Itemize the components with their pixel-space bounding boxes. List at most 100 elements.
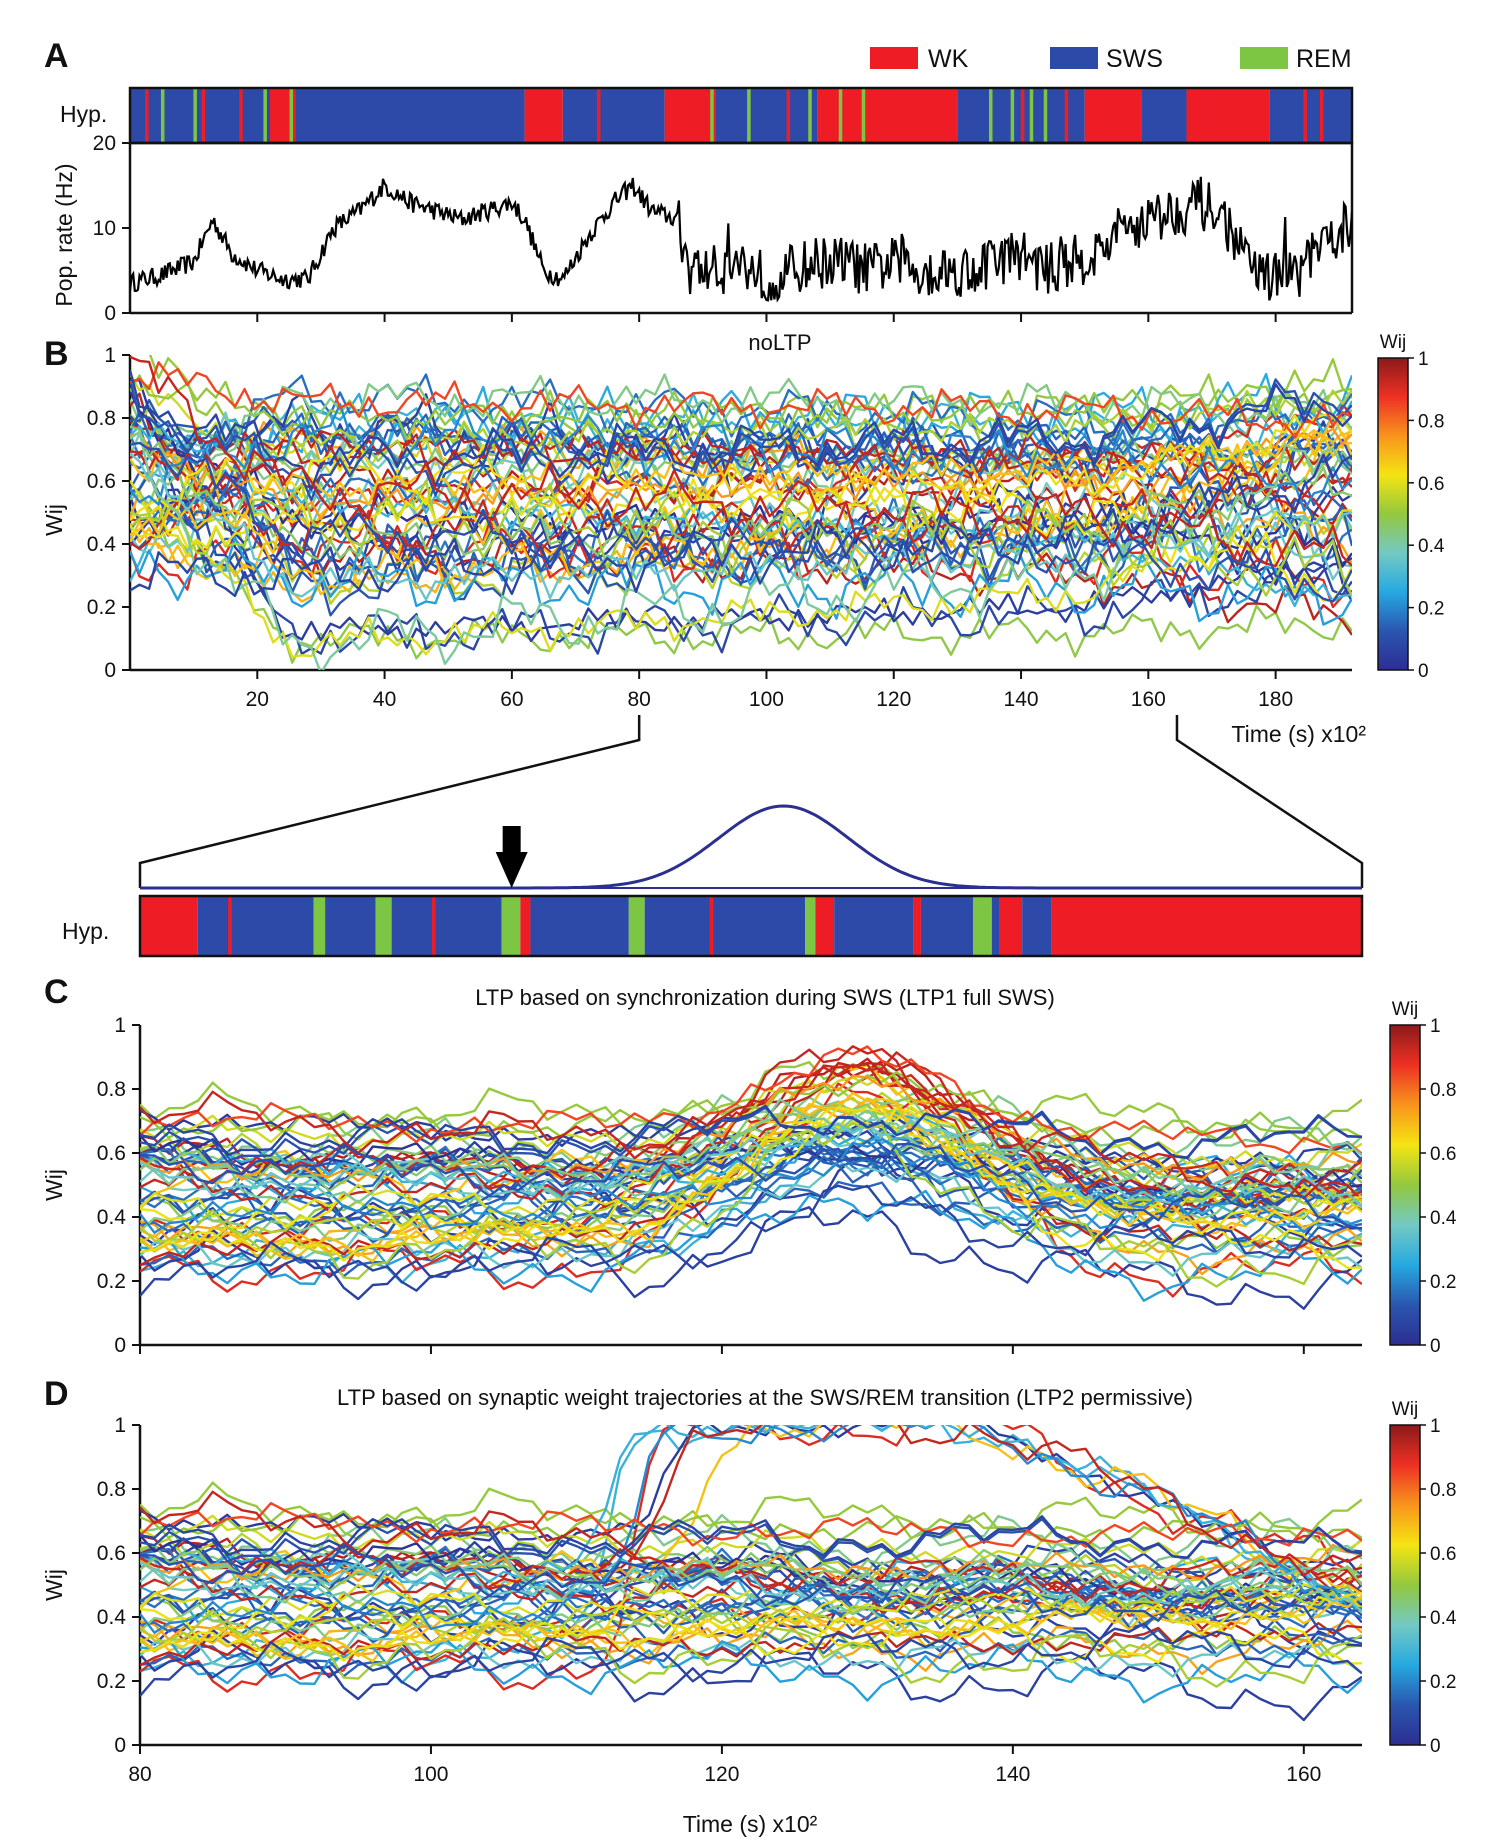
weight-trajectory [140, 1561, 1362, 1613]
weight-trajectory [140, 1515, 1362, 1559]
hypnogram-epoch [391, 896, 502, 956]
colorbar-tick-label: 0.4 [1430, 1608, 1457, 1629]
population-rate-line [130, 176, 1352, 303]
weight-trajectory [140, 1189, 1362, 1302]
colorbar-tick-label: 0.8 [1418, 411, 1444, 432]
colorbar-tick-label: 0.8 [1430, 1080, 1456, 1101]
legend-label-sws: SWS [1106, 45, 1163, 73]
panel-b-xlabel: Time (s) x10² [1231, 721, 1366, 747]
weight-trajectory [140, 1425, 1362, 1612]
weight-trajectory [130, 373, 1352, 474]
weight-trajectory [130, 479, 1352, 597]
legend-swatch-rem [1240, 47, 1288, 69]
hypnogram-epoch [263, 88, 267, 143]
hypnogram-epoch [130, 88, 271, 143]
hypnogram-epoch [628, 896, 645, 956]
hypnogram-epoch [228, 896, 232, 956]
hypnogram-epoch [786, 88, 791, 143]
hypnogram-epoch [375, 896, 392, 956]
x-tick-label: 140 [995, 1763, 1030, 1786]
hypnogram-epoch [197, 896, 314, 956]
hypnogram-epoch [596, 88, 601, 143]
weight-trajectory [130, 453, 1352, 598]
hypnogram-epoch [140, 896, 198, 956]
weight-trajectory [140, 1594, 1362, 1658]
weight-trajectory [140, 1105, 1362, 1262]
hypnogram-epoch [1241, 88, 1245, 143]
zoom-hypnogram-label: Hyp. [62, 918, 109, 944]
weight-trajectory [140, 1104, 1362, 1159]
weight-trajectory [140, 1637, 1362, 1704]
panel-d-plot: 0 0.2 0.4 0.6 0.8 1 80 100 120 140 160 Wij 0 0.2 0.4 0.… [97, 1399, 1457, 1786]
legend-swatch-sws [1050, 47, 1098, 69]
weight-trajectory [140, 1622, 1362, 1697]
hypnogram-epoch [1269, 88, 1352, 143]
colorbar-tick-label: 0.6 [1430, 1544, 1456, 1565]
panel-d-ylabel: Wij [41, 1569, 67, 1601]
hypnogram-epoch [815, 896, 835, 956]
rate-clip [130, 176, 1352, 303]
y-tick-label: 0.2 [97, 1270, 126, 1293]
weight-trajectory [140, 1045, 1362, 1155]
colorbar-tick-label: 1 [1418, 349, 1429, 370]
colorbar-tick-label: 0.2 [1430, 1672, 1456, 1693]
weight-trajectory [140, 1097, 1362, 1263]
weight-trajectory [130, 430, 1352, 670]
hypnogram-epoch [709, 896, 714, 956]
colorbar-tick-label: 0 [1430, 1736, 1441, 1757]
y-tick-label: 1 [114, 1414, 126, 1437]
x-tick-label: 100 [413, 1763, 448, 1786]
colorbar-tick-label: 0.2 [1418, 599, 1444, 620]
y-tick-label: 0.6 [97, 1542, 126, 1565]
trajectories [140, 1045, 1362, 1310]
hypnogram-epoch [1020, 88, 1025, 143]
weight-trajectory [130, 443, 1352, 602]
hypnogram-epoch [1141, 88, 1187, 143]
hypnogram-epoch [988, 88, 993, 143]
weight-trajectory [140, 1543, 1362, 1582]
zoom-hypnogram [140, 896, 1362, 956]
y-tick-label: 10 [93, 217, 116, 240]
hypnogram-epoch [999, 896, 1023, 956]
hypnogram-epoch [193, 88, 197, 143]
hypnogram-epoch [1010, 88, 1015, 143]
trajectories [140, 1425, 1362, 1722]
y-tick-label: 0.8 [97, 1078, 126, 1101]
hypnogram-epoch [861, 88, 866, 143]
panel-d-xlabel: Time (s) x10² [683, 1811, 818, 1837]
weight-trajectory [130, 392, 1352, 531]
weight-trajectory [130, 413, 1352, 536]
panel-letter-b: B [44, 335, 69, 373]
y-tick-label: 0.4 [97, 1206, 127, 1229]
y-tick-label: 0 [104, 302, 116, 325]
weight-trajectory [130, 488, 1352, 664]
hypnogram-epoch [239, 88, 243, 143]
x-tick-label: 20 [246, 688, 269, 711]
weight-trajectory [140, 1556, 1362, 1624]
panel-letter-c: C [44, 973, 69, 1011]
weight-trajectory [130, 403, 1352, 512]
hypnogram-epoch [715, 88, 818, 143]
hypnogram-epoch [325, 896, 376, 956]
hypnogram-epoch [913, 896, 921, 956]
panel-c-ylabel: Wij [41, 1169, 67, 1201]
y-tick-label: 0.8 [97, 1478, 126, 1501]
trajectories [130, 355, 1352, 670]
x-tick-label: 120 [704, 1763, 739, 1786]
y-tick-label: 0.6 [87, 470, 116, 493]
y-tick-label: 20 [93, 132, 116, 155]
hypnogram-epoch [1043, 88, 1048, 143]
zoom-connector [138, 715, 1364, 889]
hypnogram-epoch [935, 88, 940, 143]
hypnogram-epoch [710, 88, 714, 143]
hypnogram-epoch [289, 88, 294, 143]
weight-trajectory [140, 1103, 1362, 1218]
hypnogram-epoch [834, 896, 914, 956]
hypnogram-epoch [524, 88, 563, 143]
colorbar [1377, 357, 1409, 671]
x-tick-label: 80 [627, 688, 650, 711]
weight-trajectory [140, 1184, 1362, 1297]
weight-trajectory [130, 441, 1352, 603]
